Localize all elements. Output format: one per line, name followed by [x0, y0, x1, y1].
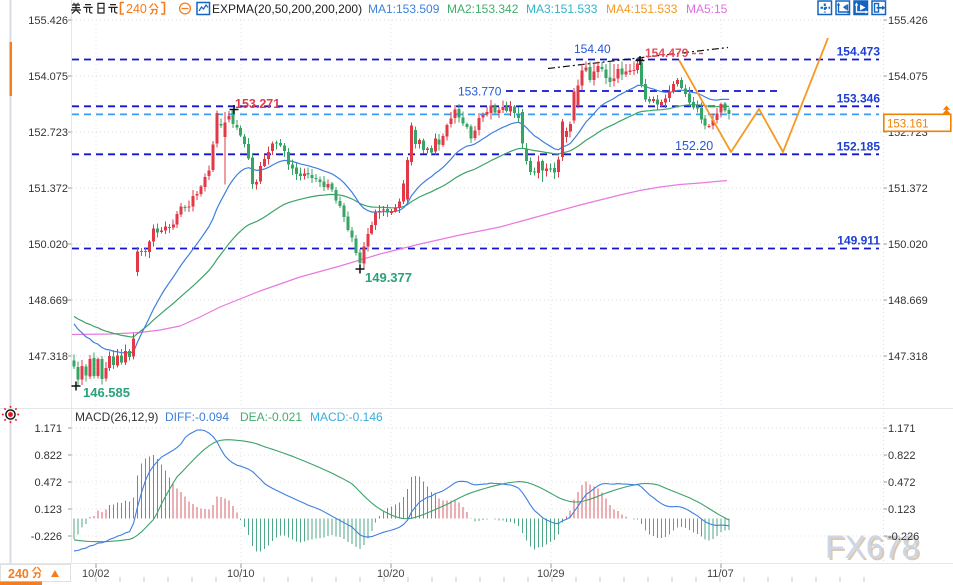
svg-text:151.372: 151.372: [28, 183, 68, 195]
svg-text:153.346: 153.346: [837, 91, 881, 105]
svg-text:154.479: 154.479: [645, 46, 689, 60]
svg-text:DIFF:-0.094: DIFF:-0.094: [165, 410, 229, 424]
svg-text:MACD(26,12,9): MACD(26,12,9): [75, 410, 158, 424]
svg-text:149.911: 149.911: [837, 234, 880, 248]
svg-text:10/20: 10/20: [377, 568, 405, 580]
svg-text:-0.226: -0.226: [31, 531, 62, 543]
svg-text:147.318: 147.318: [28, 351, 68, 363]
svg-text:1.171: 1.171: [34, 423, 62, 435]
svg-text:154.075: 154.075: [28, 71, 68, 83]
svg-text:MACD:-0.146: MACD:-0.146: [310, 410, 383, 424]
svg-text:FX678: FX678: [825, 529, 919, 565]
svg-text:152.723: 152.723: [28, 127, 68, 139]
svg-text:148.669: 148.669: [888, 295, 928, 307]
svg-text:155.426: 155.426: [28, 15, 68, 27]
svg-text:152.185: 152.185: [837, 139, 881, 153]
svg-text:154.40: 154.40: [574, 42, 611, 56]
svg-text:153.161: 153.161: [887, 118, 929, 130]
svg-text:10/29: 10/29: [537, 568, 565, 580]
svg-text:146.585: 146.585: [83, 385, 130, 400]
svg-text:1.171: 1.171: [888, 423, 916, 435]
svg-text:147.318: 147.318: [888, 351, 928, 363]
svg-text:MA5:15: MA5:15: [686, 2, 728, 16]
svg-text:149.377: 149.377: [365, 270, 412, 285]
svg-text:153.770: 153.770: [458, 85, 502, 99]
svg-text:150.020: 150.020: [28, 239, 68, 251]
svg-text:MA2:153.342: MA2:153.342: [447, 2, 519, 16]
svg-text:MA3:151.533: MA3:151.533: [526, 2, 598, 16]
svg-text:0.822: 0.822: [888, 450, 916, 462]
svg-text:152.20: 152.20: [675, 139, 713, 153]
svg-text:10/02: 10/02: [82, 568, 110, 580]
svg-text:153.271: 153.271: [235, 97, 280, 111]
svg-text:-0.226: -0.226: [888, 531, 919, 543]
svg-text:154.075: 154.075: [888, 71, 928, 83]
svg-text:0.123: 0.123: [34, 504, 62, 516]
svg-text:0.472: 0.472: [34, 477, 62, 489]
svg-text:151.372: 151.372: [888, 183, 928, 195]
svg-text:11/07: 11/07: [707, 568, 734, 580]
svg-text:MA4:151.533: MA4:151.533: [606, 2, 678, 16]
svg-text:0.123: 0.123: [888, 504, 916, 516]
svg-text:FX678: FX678: [827, 531, 921, 567]
svg-text:10/10: 10/10: [227, 568, 255, 580]
svg-text:DEA:-0.021: DEA:-0.021: [240, 410, 302, 424]
svg-text:EXPMA(20,50,200,200,200): EXPMA(20,50,200,200,200): [212, 2, 362, 16]
svg-text:240: 240: [8, 567, 29, 581]
svg-text:0.472: 0.472: [888, 477, 916, 489]
svg-text:0.822: 0.822: [34, 450, 62, 462]
svg-text:240: 240: [126, 2, 147, 16]
svg-text:148.669: 148.669: [28, 295, 68, 307]
svg-text:150.020: 150.020: [888, 239, 928, 251]
svg-text:MA1:153.509: MA1:153.509: [368, 2, 440, 16]
svg-text:155.426: 155.426: [888, 15, 928, 27]
svg-text:154.473: 154.473: [837, 45, 881, 59]
